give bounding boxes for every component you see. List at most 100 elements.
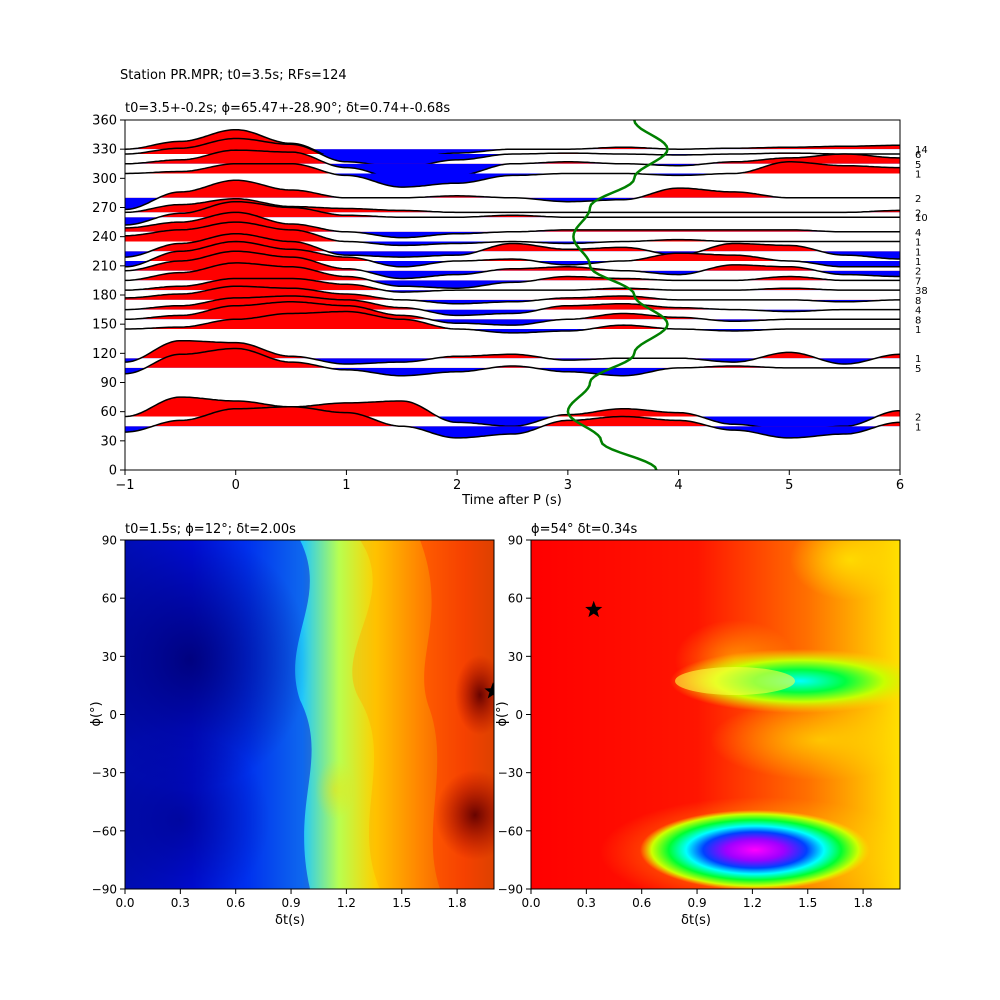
rf-trace-185 bbox=[125, 277, 900, 293]
top-y-tick: 0 bbox=[109, 464, 125, 479]
right-x-tick-label: 0.0 bbox=[521, 896, 540, 910]
rf-trace-325 bbox=[125, 137, 900, 169]
top-y-tick: 150 bbox=[92, 318, 125, 333]
rf-positive-fill bbox=[125, 251, 900, 271]
right-y-tick: −60 bbox=[498, 824, 531, 838]
rf-trace-280 bbox=[125, 179, 900, 211]
left-y-tick: −60 bbox=[92, 824, 125, 838]
trace-count-label: 1 bbox=[915, 325, 921, 336]
top-x-tick: 1 bbox=[342, 470, 351, 493]
right-y-tick-label: −60 bbox=[498, 824, 523, 838]
trace-count-label: 1 bbox=[915, 247, 921, 258]
left-y-tick-label: −60 bbox=[92, 824, 117, 838]
left-x-tick: 0.3 bbox=[171, 889, 190, 910]
right-x-tick: 0.0 bbox=[521, 889, 541, 910]
right-x-tick: 0.3 bbox=[577, 889, 596, 910]
left-x-tick: 1.2 bbox=[337, 889, 356, 910]
left-x-axis-label: δt(s) bbox=[275, 913, 305, 928]
top-y-tick-label: 210 bbox=[92, 259, 117, 274]
rf-trace-line bbox=[125, 277, 900, 293]
rf-negative-fill bbox=[125, 319, 900, 326]
left-y-tick-label: 30 bbox=[102, 650, 117, 664]
top-panel-title: t0=3.5+-0.2s; ϕ=65.47+-28.90°; δt=0.74+-… bbox=[125, 101, 450, 116]
left-y-tick: −90 bbox=[92, 883, 125, 897]
top-y-tick-label: 90 bbox=[100, 376, 117, 391]
left-y-tick-label: 0 bbox=[109, 708, 117, 722]
top-x-tick: 5 bbox=[785, 470, 793, 493]
top-x-tick: 0 bbox=[232, 470, 240, 493]
top-y-tick: 270 bbox=[92, 201, 125, 216]
left-y-tick: −30 bbox=[92, 766, 125, 780]
left-x-tick: 1.5 bbox=[392, 889, 411, 910]
rf-trace-line bbox=[125, 198, 900, 214]
rf-negative-fill bbox=[125, 260, 900, 267]
right-y-tick: 30 bbox=[508, 650, 531, 664]
top-y-tick-label: 60 bbox=[100, 405, 117, 420]
top-y-tick: 360 bbox=[92, 114, 125, 129]
right-x-tick: 0.6 bbox=[632, 889, 651, 910]
left-map-title: t0=1.5s; ϕ=12°; δt=2.00s bbox=[125, 522, 296, 537]
rf-trace-line bbox=[125, 200, 900, 226]
rf-positive-fill bbox=[125, 222, 900, 242]
rf-positive-fill bbox=[125, 406, 900, 427]
rf-trace-line bbox=[125, 179, 900, 211]
top-y-tick: 240 bbox=[92, 230, 125, 245]
right-y-tick: 60 bbox=[508, 592, 531, 606]
right-x-tick-label: 1.5 bbox=[798, 896, 817, 910]
trace-count-label: 7 bbox=[915, 276, 921, 287]
rf-trace-265 bbox=[125, 198, 900, 214]
rf-negative-fill bbox=[125, 173, 736, 188]
rf-trace-315 bbox=[125, 149, 900, 181]
left-y-tick-label: −90 bbox=[92, 883, 117, 897]
top-x-tick-label: 1 bbox=[342, 478, 350, 493]
trace-layer bbox=[125, 128, 900, 439]
top-x-tick-label: 2 bbox=[453, 478, 461, 493]
top-y-tick-label: 240 bbox=[92, 230, 117, 245]
rf-negative-fill bbox=[125, 426, 900, 438]
trace-count-label: 2 bbox=[915, 208, 921, 219]
right-x-axis-label: δt(s) bbox=[681, 913, 711, 928]
rf-negative-fill bbox=[125, 217, 159, 225]
rf-positive-fill bbox=[125, 161, 900, 174]
figure-suptitle: Station PR.MPR; t0=3.5s; RFs=124 bbox=[120, 68, 347, 83]
rf-positive-fill bbox=[125, 201, 900, 218]
top-y-tick-label: 150 bbox=[92, 318, 117, 333]
trace-count-label: 2 bbox=[915, 194, 921, 205]
rf-trace-line bbox=[125, 240, 900, 268]
left-x-tick-label: 1.8 bbox=[448, 896, 467, 910]
rf-trace-line bbox=[125, 310, 900, 334]
rf-trace-line bbox=[125, 149, 900, 181]
left-x-tick: 0.6 bbox=[226, 889, 245, 910]
top-y-tick-label: 120 bbox=[92, 347, 117, 362]
right-y-ticks: −90 −60 −30 0 30 60 90 bbox=[498, 534, 531, 897]
rf-trace-line bbox=[125, 161, 900, 188]
left-y-tick-label: −30 bbox=[92, 766, 117, 780]
left-y-ticks: −90 −60 −30 0 30 60 90 bbox=[92, 534, 125, 897]
top-y-tick-label: 300 bbox=[92, 172, 117, 187]
right-y-tick-label: −90 bbox=[498, 883, 523, 897]
rf-trace-105 bbox=[125, 347, 900, 377]
best-fit-star-left bbox=[484, 682, 494, 699]
right-x-tick-label: 0.6 bbox=[632, 896, 651, 910]
left-x-tick-label: 0.9 bbox=[282, 896, 301, 910]
top-y-tick-label: 270 bbox=[92, 201, 117, 216]
left-y-tick: 90 bbox=[102, 534, 125, 548]
top-x-tick: 3 bbox=[564, 470, 572, 493]
top-y-tick: 180 bbox=[92, 289, 125, 304]
top-y-tick-label: 360 bbox=[92, 114, 117, 129]
right-x-tick: 1.5 bbox=[798, 889, 817, 910]
top-x-tick-label: 4 bbox=[674, 478, 682, 493]
rf-negative-fill bbox=[125, 416, 900, 431]
top-y-tick: 330 bbox=[92, 143, 125, 158]
right-x-tick-label: 1.2 bbox=[743, 896, 762, 910]
top-y-tick: 90 bbox=[100, 376, 125, 391]
trace-count-label: 8 bbox=[915, 315, 921, 326]
right-y-tick-label: 90 bbox=[508, 534, 523, 548]
top-y-tick: 300 bbox=[92, 172, 125, 187]
trace-count-label: 38 bbox=[915, 286, 928, 297]
left-x-tick-label: 0.0 bbox=[115, 896, 134, 910]
right-y-axis-label: ϕ(°) bbox=[495, 701, 510, 726]
rf-trace-235 bbox=[125, 221, 900, 247]
